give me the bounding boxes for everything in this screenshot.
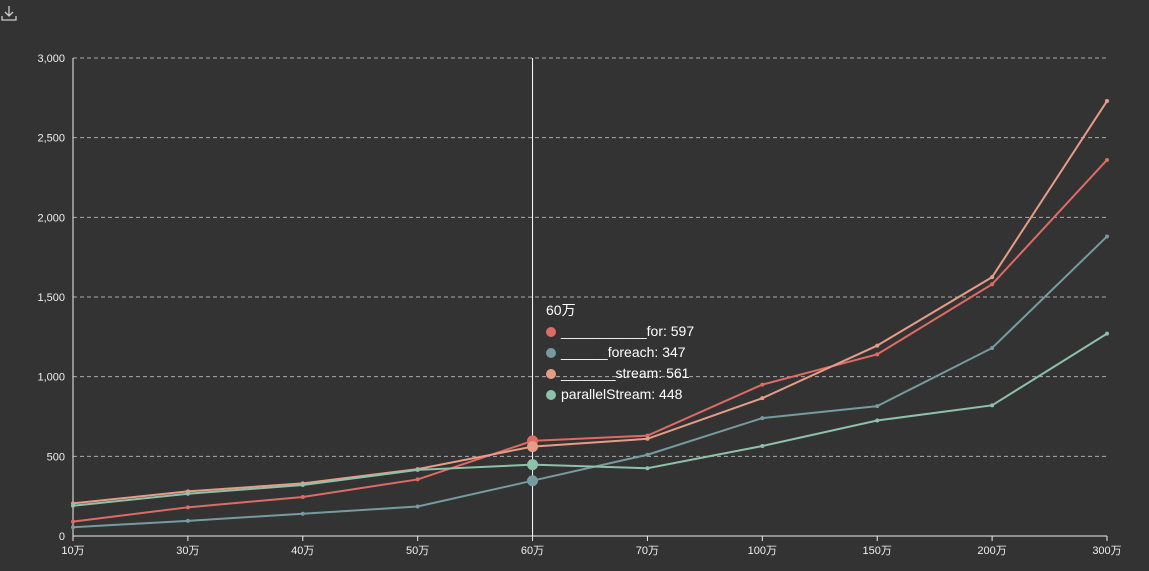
y-tick-label: 1,000: [37, 372, 65, 384]
data-point: [1105, 157, 1109, 162]
x-tick-label: 150万: [863, 545, 892, 557]
series-line: [72, 159, 1108, 523]
data-point: [415, 504, 420, 509]
x-tick-label: 70万: [636, 545, 659, 557]
data-point: [300, 483, 305, 488]
series-line: [72, 235, 1108, 529]
data-point: [760, 382, 765, 387]
x-tick-label: 200万: [977, 545, 1006, 557]
x-tick-label: 60万: [521, 545, 544, 557]
y-tick-label: 2,000: [37, 212, 65, 224]
data-point: [875, 418, 880, 423]
data-point: [71, 519, 75, 524]
data-point: [185, 505, 190, 510]
y-tick-label: 2,500: [37, 133, 65, 145]
data-point: [645, 436, 650, 441]
series-line: [72, 100, 1108, 505]
data-point: [645, 452, 650, 457]
y-tick-label: 1,500: [37, 292, 65, 304]
x-tick-label: 30万: [176, 545, 199, 557]
data-point: [875, 343, 880, 348]
data-point: [645, 433, 650, 438]
data-point: [760, 416, 765, 421]
data-point: [527, 459, 539, 471]
y-tick-label: 3,000: [37, 53, 65, 65]
data-point: [1105, 331, 1109, 336]
series-line: [72, 332, 1108, 507]
data-point: [300, 511, 305, 516]
download-icon[interactable]: [0, 4, 18, 22]
data-point: [1105, 99, 1109, 104]
data-point: [415, 477, 420, 482]
data-point: [527, 441, 539, 453]
y-tick-label: 500: [47, 451, 65, 463]
x-tick-label: 50万: [406, 545, 429, 557]
data-point: [990, 275, 995, 280]
data-point: [875, 352, 880, 357]
data-point: [990, 403, 995, 408]
y-tick-label: 0: [59, 531, 65, 543]
data-point: [185, 518, 190, 523]
data-point: [71, 525, 75, 530]
data-point: [760, 396, 765, 401]
data-point: [415, 467, 420, 472]
x-tick-label: 10万: [61, 545, 84, 557]
data-point: [645, 466, 650, 471]
data-point: [875, 404, 880, 409]
data-point: [527, 475, 539, 487]
x-tick-label: 300万: [1092, 545, 1121, 557]
x-tick-label: 100万: [748, 545, 777, 557]
data-point: [300, 494, 305, 499]
data-point: [185, 491, 190, 496]
data-point: [990, 345, 995, 350]
data-point: [1105, 234, 1109, 239]
data-point: [71, 503, 75, 508]
data-point: [990, 282, 995, 287]
data-point: [760, 443, 765, 448]
x-tick-label: 40万: [291, 545, 314, 557]
